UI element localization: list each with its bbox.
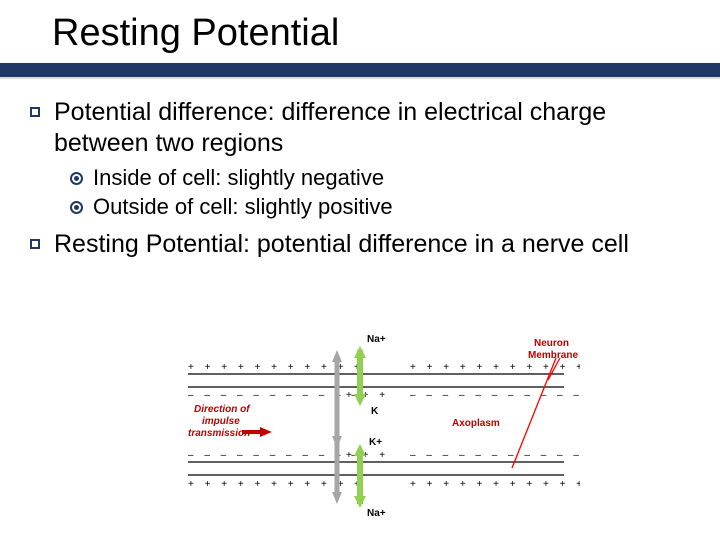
na-bottom-label: Na+ xyxy=(367,508,386,519)
bullet-item: Potential difference: difference in elec… xyxy=(30,97,690,160)
membrane-diagram: + + + + + + + + + + + + + + + + + + + + … xyxy=(172,332,580,527)
bullet-text: Potential difference: difference in elec… xyxy=(54,97,690,160)
svg-text:– – – – – – – – – – –: – – – – – – – – – – – xyxy=(410,450,580,461)
neuron-membrane-label-2: Membrane xyxy=(528,350,578,361)
target-bullet-icon xyxy=(70,172,83,185)
page-title: Resting Potential xyxy=(52,12,690,55)
neuron-membrane-label-1: Neuron xyxy=(534,338,569,349)
target-bullet-icon xyxy=(70,201,83,214)
svg-text:+ + +: + + + xyxy=(346,390,389,401)
square-bullet-icon xyxy=(30,239,40,249)
title-accent-bar xyxy=(0,63,720,79)
sub-bullet-text: Inside of cell: slightly negative xyxy=(93,164,384,192)
k-label: K xyxy=(371,406,378,417)
bullet-item: Resting Potential: potential difference … xyxy=(30,229,690,260)
svg-text:+ + +: + + + xyxy=(346,450,389,461)
direction-label-3: transmission xyxy=(188,428,250,439)
content-area: Potential difference: difference in elec… xyxy=(30,97,690,260)
direction-label-1: Direction of xyxy=(194,404,250,415)
na-top-label: Na+ xyxy=(367,334,386,345)
direction-label-2: impulse xyxy=(202,416,240,427)
sub-bullet-item: Inside of cell: slightly negative xyxy=(70,164,690,192)
bullet-text: Resting Potential: potential difference … xyxy=(54,229,629,260)
k-plus-label: K+ xyxy=(369,437,382,448)
sub-bullet-text: Outside of cell: slightly positive xyxy=(93,193,393,221)
svg-text:+ + + + + + + + + + +: + + + + + + + + + + + xyxy=(410,479,580,490)
square-bullet-icon xyxy=(30,107,40,117)
svg-text:– – – – – – – – – – –: – – – – – – – – – – – xyxy=(410,390,580,401)
axoplasm-label: Axoplasm xyxy=(452,418,500,429)
sub-bullet-item: Outside of cell: slightly positive xyxy=(70,193,690,221)
